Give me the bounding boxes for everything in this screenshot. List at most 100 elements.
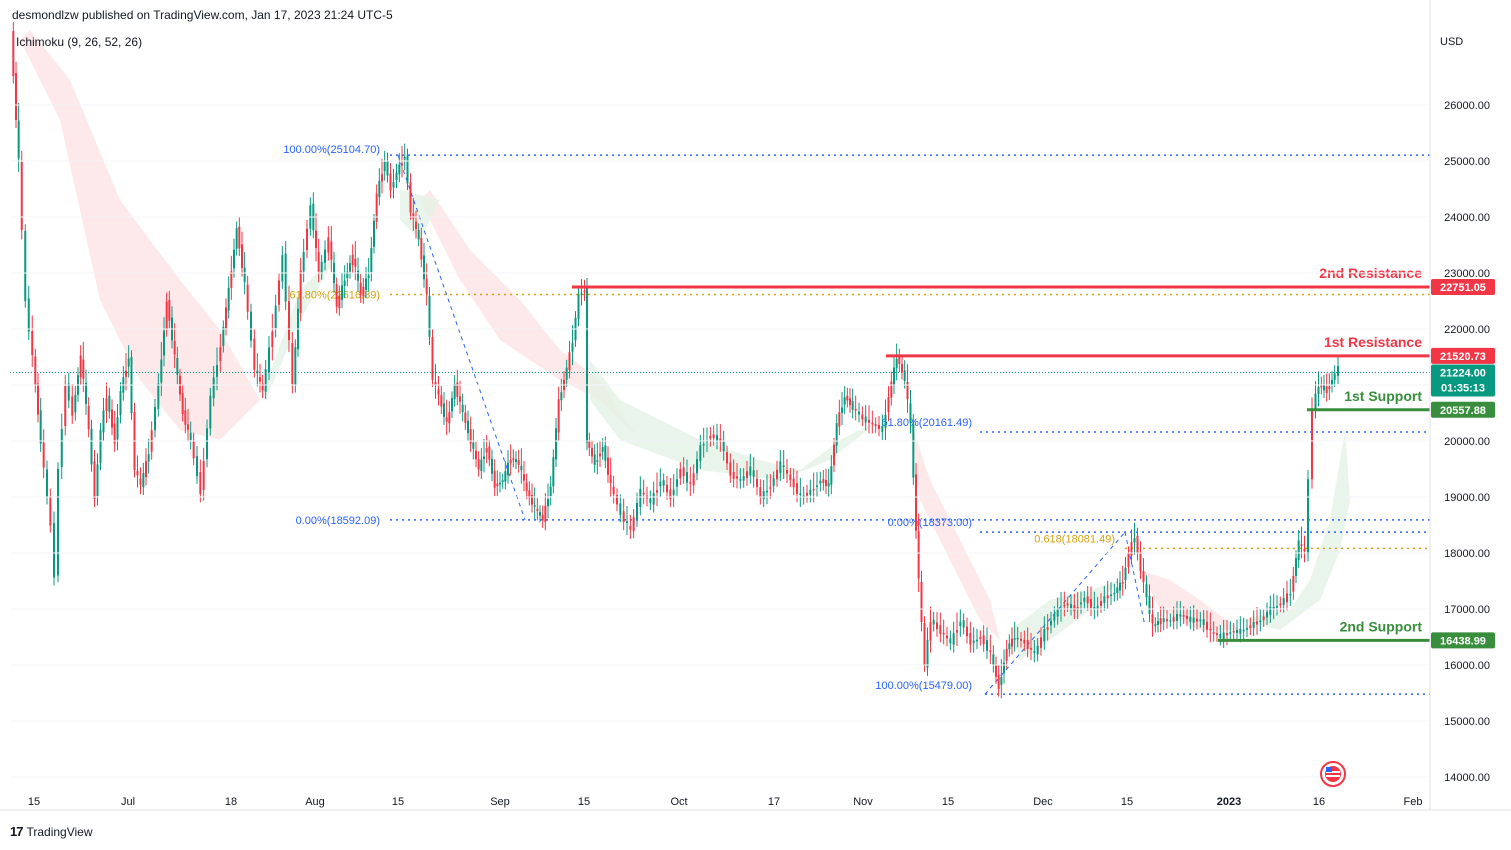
y-tick-label: 26000.00 (1444, 100, 1490, 112)
level-price-badge (1431, 278, 1495, 295)
candle-body (472, 442, 475, 449)
candle-body (381, 174, 383, 182)
candle-body (989, 650, 992, 652)
candle-body (60, 429, 63, 467)
fibonacci-levels: 100.00%(25104.70) 61.80%(22616.89) 0.00%(1… (10, 144, 1430, 695)
candle-body (833, 444, 835, 466)
candle-body (1303, 548, 1306, 552)
candle-body (320, 261, 323, 273)
candle-body (241, 244, 243, 269)
candle-body (686, 472, 688, 483)
candle-body (864, 416, 867, 423)
candle-body (577, 294, 580, 319)
candle-body (752, 470, 755, 477)
candle-body (420, 237, 423, 260)
candle-body (772, 478, 775, 486)
candle-body (583, 290, 586, 293)
candle-body (219, 347, 222, 362)
candle-body (499, 482, 501, 485)
candle-body (90, 428, 93, 465)
candle-body (858, 411, 860, 415)
currency-label: USD (1440, 36, 1463, 48)
candle-body (568, 352, 571, 371)
candle-body (1182, 615, 1185, 617)
level-price-badge-label: 21520.73 (1440, 351, 1486, 363)
candle-body (335, 284, 338, 307)
candle-body (456, 382, 459, 397)
candle-body (1159, 618, 1162, 625)
tradingview-footer[interactable]: 17 TradingView (10, 824, 93, 839)
y-tick-label: 16000.00 (1444, 660, 1490, 672)
candle-body (1043, 628, 1046, 642)
candle-body (1066, 603, 1069, 606)
candle-body (216, 365, 218, 377)
candle-body (1206, 621, 1208, 630)
candle-body (136, 471, 139, 476)
cloud-band (1240, 430, 1350, 630)
candle-body (1229, 632, 1232, 634)
candle-body (259, 377, 261, 382)
fib-level-label: 61.80%(22616.89) (289, 289, 380, 301)
candle-body (1127, 553, 1130, 567)
candle-body (1314, 393, 1317, 410)
candle-body (113, 423, 116, 444)
candle-body (105, 398, 108, 411)
candle-body (243, 267, 246, 283)
candle-body (370, 247, 373, 272)
candle-body (367, 275, 370, 278)
candle-body (253, 338, 256, 370)
x-tick-label: 15 (392, 796, 404, 808)
candle-body (74, 394, 77, 413)
price-axis[interactable]: 14000.00 15000.00 16000.00 17000.00 18000.00… (10, 100, 1490, 784)
candle-body (616, 495, 618, 505)
candle-body (544, 505, 547, 522)
candle-body (1113, 592, 1116, 595)
candle-body (726, 452, 728, 464)
candle-body (1202, 619, 1205, 625)
y-tick-label: 18000.00 (1444, 548, 1490, 560)
indicator-legend[interactable]: Ichimoku (9, 26, 52, 26) (16, 35, 143, 49)
last-price-label: 21224.00 (1440, 367, 1486, 379)
fib-level-label: 0.00%(18373.00) (888, 517, 972, 529)
candle-body (906, 381, 909, 400)
candle-body (825, 480, 827, 486)
candle-body (982, 635, 985, 645)
candle-body (440, 395, 443, 407)
candle-body (1033, 651, 1036, 653)
candle-body (434, 381, 437, 386)
candle-body (351, 254, 354, 266)
candle-body (64, 386, 67, 426)
candle-body (812, 488, 815, 491)
candle-body (401, 163, 403, 166)
candle-body (1186, 615, 1188, 619)
candle-body (716, 435, 718, 442)
candle-body (762, 491, 765, 500)
x-tick-label: 15 (578, 796, 590, 808)
candle-body (1080, 602, 1082, 605)
candle-body (523, 474, 525, 481)
candle-body (796, 483, 798, 494)
candle-body (1036, 645, 1039, 655)
candle-body (375, 193, 378, 222)
candle-body (206, 428, 208, 460)
candle-body (147, 454, 150, 462)
candle-body (93, 461, 96, 500)
level-label: 1st Support (1344, 388, 1422, 404)
time-axis[interactable]: 15 Jul 18 Aug 15 Sep 15 Oct 17 Nov 15 Dec 15 2023 16 Fe… (28, 796, 1423, 808)
candle-body (212, 377, 215, 399)
candle-body (586, 288, 588, 443)
fib-trendline (397, 154, 526, 521)
candle-body (1093, 606, 1096, 609)
candle-body (976, 639, 978, 642)
cloud-band (1140, 570, 1240, 630)
candle-body (317, 252, 320, 272)
y-tick-label: 14000.00 (1444, 772, 1490, 784)
us-flag-icon[interactable] (1320, 761, 1346, 787)
candle-body (264, 369, 267, 392)
candle-body (24, 231, 27, 301)
candle-body (1320, 384, 1323, 388)
candle-body (373, 220, 375, 247)
candle-body (445, 417, 448, 422)
candle-body (448, 412, 451, 424)
